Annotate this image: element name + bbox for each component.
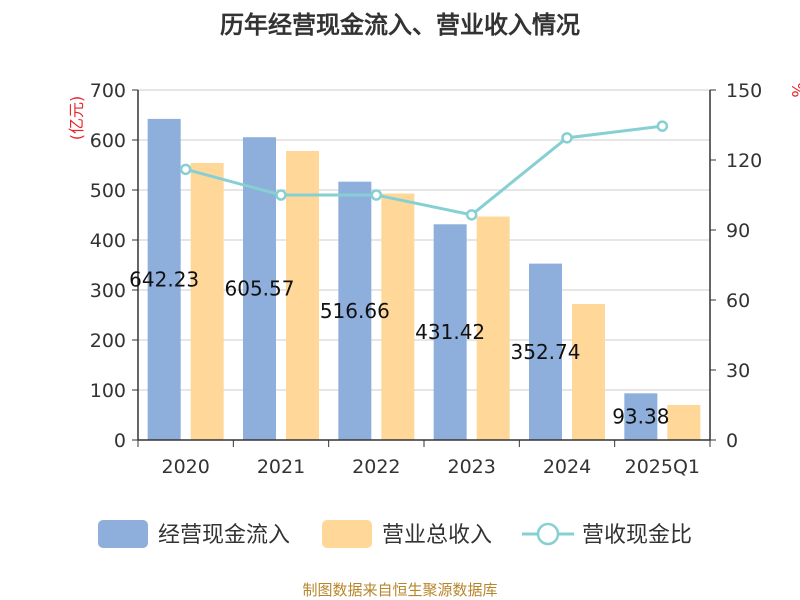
bar-revenue [667,405,701,440]
data-label: 93.38 [612,405,669,429]
bar-cash-inflow [529,263,562,440]
legend-swatch [322,520,372,548]
right-axis-tick-label: 0 [726,430,738,452]
left-axis-tick-label: 100 [90,380,126,402]
grid-lines [138,89,710,441]
x-axis-tick-label: 2025Q1 [625,456,700,478]
ratio-line [185,124,663,217]
x-axis-tick-label: 2023 [447,456,495,478]
legend: 经营现金流入 营业总收入 营收现金比 [98,520,692,548]
bar-cash-inflow [338,181,372,441]
right-axis-tick-label: 150 [726,80,762,102]
left-axis-tick-label: 600 [90,130,126,152]
x-axis-tick-label: 2021 [257,456,305,478]
x-axis-tick-label: 2024 [543,456,591,478]
bar-revenue [190,163,224,440]
data-label: 642.23 [129,267,199,291]
bar-cash-inflow [433,224,467,440]
chart-title: 历年经营现金流入、营业收入情况 [220,11,580,39]
bar-revenue [572,304,605,440]
bar-revenue [476,216,510,440]
ratio-point [656,120,669,132]
bar-cash-inflow [147,118,181,440]
ratio-point [275,189,287,201]
legend-label: 营收现金比 [582,523,692,548]
data-source-note: 制图数据来自恒生聚源数据库 [302,581,497,599]
bar-revenue [286,151,319,440]
right-axis-tick-label: 60 [726,290,750,312]
right-axis-tick-label: 30 [726,360,750,382]
left-axis-unit: (亿元) [67,96,86,141]
legend-label: 经营现金流入 [158,523,290,548]
x-axis-tick-label: 2022 [352,456,400,478]
axes: 0 100 200 300 400 500 600 700 0 30 60 90 120 150 2020 2… [90,80,763,478]
legend-label: 营业总收入 [382,523,492,548]
right-axis-tick-label: 120 [726,150,762,172]
left-axis-tick-label: 700 [90,80,126,102]
left-axis-tick-label: 0 [114,430,126,452]
legend-swatch [98,520,148,548]
left-axis-tick-label: 300 [90,280,126,302]
ratio-point [179,163,192,176]
data-label: 516.66 [320,299,390,323]
x-axis-tick-label: 2020 [161,456,209,478]
bar-revenue [381,193,415,440]
data-label-layer: 642.23 605.57 516.66 431.42 352.74 93.38 [129,267,669,428]
bar-cash-inflow [624,393,658,440]
line-layer [179,120,669,221]
data-label: 605.57 [225,277,295,301]
data-label: 352.74 [511,340,581,364]
ratio-point [465,209,478,221]
data-label: 431.42 [415,320,485,344]
ratio-point [370,189,383,201]
right-axis-tick-label: 90 [726,220,750,242]
left-axis-tick-label: 400 [90,230,126,252]
right-axis-unit: % [788,82,800,97]
left-axis-tick-label: 500 [90,180,126,202]
ratio-point [561,132,573,144]
left-axis-tick-label: 200 [90,330,126,352]
legend-marker [536,522,560,546]
